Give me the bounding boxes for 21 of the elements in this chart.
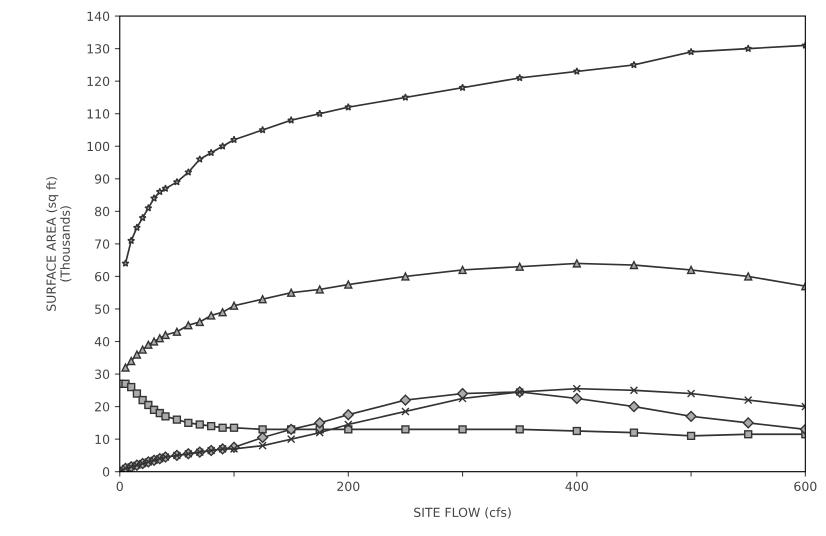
x-tick-label: 0: [116, 482, 123, 492]
y-axis-title: SURFACE AREA (sq ft) (Thousands): [46, 177, 72, 311]
y-tick-label: 60: [95, 272, 110, 282]
x-tick-label: 400: [566, 482, 588, 492]
y-tick-label: 80: [94, 206, 110, 216]
y-tick-label: 120: [88, 76, 110, 86]
y-tick-label: 70: [95, 239, 110, 249]
y-tick-label: 110: [88, 109, 110, 119]
x-axis-title: SITE FLOW (cfs): [414, 507, 511, 519]
y-tick-label: 50: [95, 304, 110, 314]
x-tick-label: 200: [337, 482, 360, 492]
y-tick-label: 30: [95, 370, 110, 379]
y-tick-label: 90: [94, 174, 110, 184]
y-tick-label: 40: [94, 336, 110, 346]
y-tick-label: 10: [96, 434, 110, 444]
y-tick-label: 20: [95, 402, 110, 412]
y-tick-label: 0: [102, 467, 110, 477]
y-tick-label: 130: [88, 44, 110, 54]
x-tick-label: 600: [794, 482, 816, 492]
y-tick-label: 100: [88, 142, 110, 152]
y-tick-label: 140: [88, 12, 110, 22]
